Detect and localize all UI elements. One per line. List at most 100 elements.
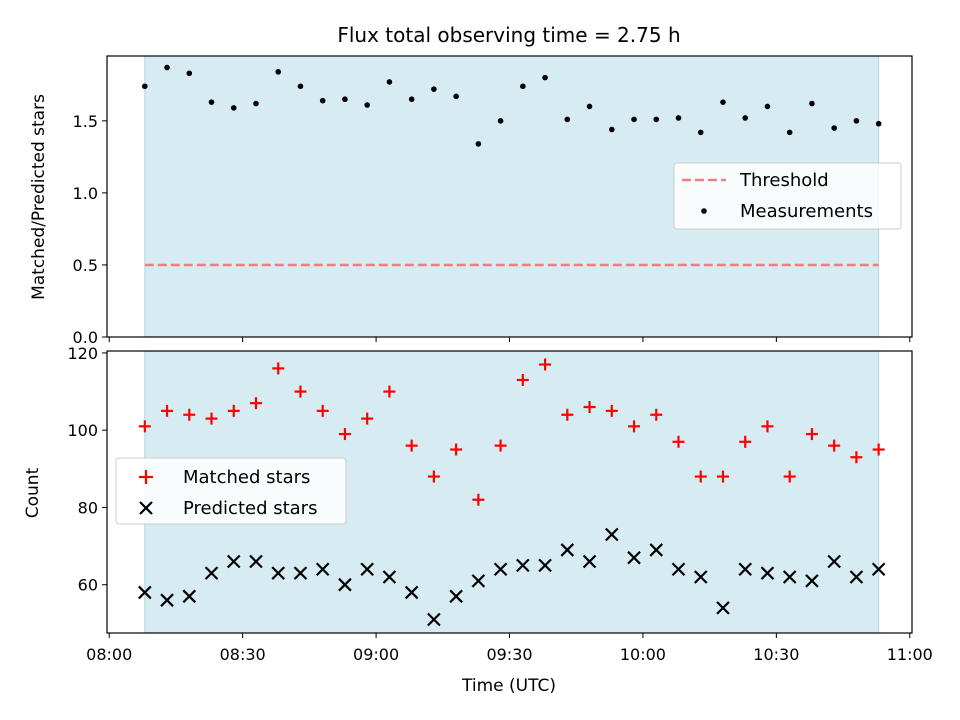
predicted-x-b [449, 589, 463, 604]
predicted-x-b [782, 570, 797, 584]
measurement-point [831, 125, 837, 131]
y-tick-label: 0.0 [73, 328, 98, 347]
matched-star-point [450, 443, 463, 456]
predicted-star-point [382, 570, 397, 584]
predicted-star-point [471, 574, 486, 588]
predicted-star-point [782, 570, 797, 584]
x-tick-label: 10:30 [753, 645, 799, 664]
matched-star-point [494, 439, 507, 452]
predicted-star-point [182, 589, 197, 604]
predicted-x-b [404, 585, 419, 600]
matched-star-point [583, 401, 596, 414]
predicted-star-point [293, 566, 308, 580]
matched-star-point [427, 470, 440, 483]
y-tick-label: 0.5 [73, 256, 98, 275]
measurement-point [653, 116, 660, 123]
predicted-star-point [693, 570, 708, 584]
measurement-point [497, 118, 504, 124]
predicted-x-b [582, 554, 597, 569]
matched-star-point [694, 470, 707, 483]
matched-star-point [294, 385, 307, 398]
matched-star-point [516, 373, 529, 386]
predicted-star-point [160, 593, 174, 607]
predicted-star-point [138, 585, 152, 600]
top-legend: Threshold Measurements [673, 162, 902, 230]
measurement-point [164, 64, 170, 71]
matched-star-point [850, 451, 863, 464]
x-tick-label: 10:00 [620, 645, 666, 664]
predicted-star-point [427, 612, 441, 627]
measurement-point [208, 99, 215, 105]
measurement-point [742, 115, 749, 121]
matched-star-point [716, 470, 729, 483]
matched-star-point [338, 428, 351, 441]
bottom-x-ticks: 08:00 08:30 09:00 09:30 10:00 10:30 11:00 [86, 633, 933, 664]
measurement-point [631, 116, 637, 123]
predicted-star-point [871, 562, 886, 577]
bottom-legend-box [115, 457, 347, 525]
measurement-point [386, 79, 393, 85]
predicted-x-b [204, 566, 219, 580]
matched-star-point [316, 404, 329, 417]
predicted-x-b [182, 589, 197, 604]
matched-star-point [628, 420, 641, 433]
measurement-point [520, 83, 526, 90]
measurement-point [809, 100, 815, 107]
matched-star-point [361, 412, 374, 425]
matched-star-point [205, 412, 218, 425]
predicted-x-b [293, 566, 308, 580]
matched-star-point [605, 404, 618, 417]
predicted-star-point [271, 566, 286, 580]
bottom-legend: Matched stars Predicted stars [115, 457, 347, 525]
predicted-x-b [560, 543, 575, 557]
predicted-star-point [360, 562, 374, 577]
predicted-star-point [493, 562, 508, 577]
measurement-point [697, 129, 704, 136]
bottom-y-axis-label: Count [23, 467, 43, 518]
bottom-panel: 60 80 100 120 08:00 08:30 09:00 09:30 10:00 10:3… [23, 344, 933, 696]
predicted-x-b [427, 612, 441, 627]
matched-star-point [561, 408, 574, 421]
predicted-x-b [538, 558, 552, 573]
predicted-star-point [516, 558, 530, 573]
measurement-point [186, 70, 193, 77]
measurement-point [364, 102, 370, 108]
matched-star-point [805, 428, 818, 441]
y-tick-label: 80 [78, 498, 98, 517]
predicted-star-point [449, 589, 463, 604]
predicted-x-b [627, 550, 641, 565]
matched-star-point [249, 397, 262, 410]
top-x-ticks [108, 337, 911, 342]
y-tick-label: 100 [67, 421, 98, 440]
matched-star-point [383, 385, 396, 398]
measurements-legend-swatch [701, 208, 707, 214]
predicted-star-point [605, 527, 619, 542]
matched-star-point [872, 443, 885, 456]
predicted-star-point [560, 543, 575, 557]
predicted-x-b [315, 562, 330, 577]
measurement-point [342, 96, 348, 103]
predicted-x-b [516, 558, 530, 573]
predicted-x-b [716, 601, 730, 615]
matched-star-point [183, 408, 196, 421]
predicted-x-b [249, 554, 263, 569]
measurement-point [542, 74, 548, 81]
predicted-x-b [271, 566, 286, 580]
predicted-star-point [315, 562, 330, 577]
y-tick-label: 60 [78, 576, 98, 595]
measurement-point [408, 96, 415, 103]
x-tick-label: 08:00 [86, 645, 132, 664]
measurement-point [230, 105, 237, 111]
measurement-points [142, 64, 882, 147]
predicted-x-b [760, 566, 775, 580]
measurement-point [253, 100, 259, 107]
predicted-x-b [605, 527, 619, 542]
matched-star-point [227, 404, 240, 417]
top-y-ticks: 0.0 0.5 1.0 1.5 [73, 112, 107, 347]
predicted-star-point [849, 570, 864, 584]
predicted-star-point [338, 577, 352, 592]
bottom-y-ticks: 60 80 100 120 [67, 344, 107, 595]
y-tick-label: 1.5 [73, 112, 98, 131]
matched-star-point [672, 435, 685, 448]
